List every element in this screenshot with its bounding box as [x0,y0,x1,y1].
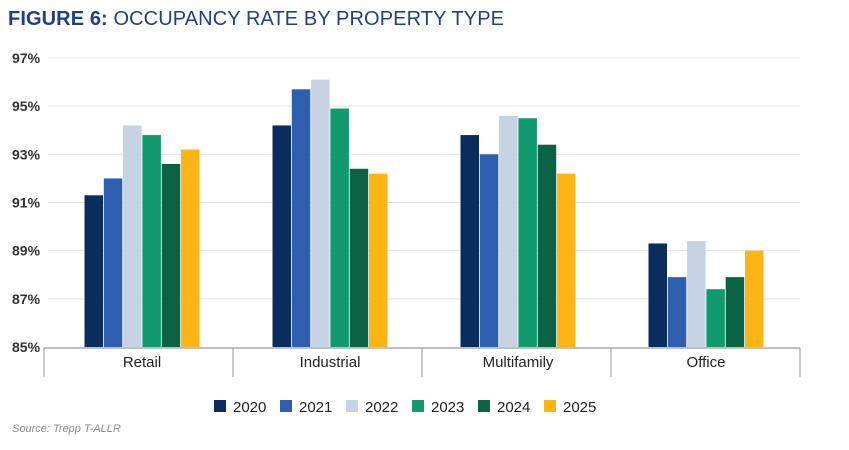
x-category-label-industrial: Industrial [300,354,361,371]
legend-swatch-2025 [544,400,556,412]
y-tick-label-95: 95% [12,98,41,114]
legend-label-2023: 2023 [431,399,464,416]
bar-office-2022 [687,241,706,347]
bar-industrial-2023 [330,108,349,347]
y-tick-label-89: 89% [12,243,41,259]
legend-label-2025: 2025 [563,399,596,416]
bar-industrial-2025 [369,173,388,347]
bar-multifamily-2023 [518,118,537,347]
bar-office-2020 [648,243,667,347]
legend-label-2022: 2022 [365,399,398,416]
x-category-label-multifamily: Multifamily [483,354,554,371]
bar-industrial-2024 [349,168,369,347]
y-tick-label-85: 85% [12,339,41,355]
bar-retail-2020 [84,195,103,347]
legend-swatch-2022 [346,400,358,412]
y-tick-label-97: 97% [12,50,41,66]
legend-swatch-2021 [280,400,292,412]
bar-office-2025 [745,250,764,347]
y-tick-label-87: 87% [12,291,41,307]
x-category-label-office: Office [687,354,726,371]
legend-label-2024: 2024 [497,399,530,416]
figure-title-text: OCCUPANCY RATE BY PROPERTY TYPE [113,8,505,30]
legend-label-2021: 2021 [299,399,332,416]
bar-retail-2025 [181,149,200,347]
bar-retail-2022 [123,125,142,347]
source-note: Source: Trepp T-ALLR [12,423,121,435]
bar-multifamily-2022 [499,115,518,347]
legend-swatch-2024 [478,400,490,412]
bar-retail-2023 [142,135,161,347]
bar-industrial-2020 [272,125,291,347]
bar-retail-2021 [103,178,123,347]
bar-multifamily-2021 [479,154,499,347]
bar-multifamily-2025 [557,173,576,347]
figure-label: FIGURE 6: [8,8,108,30]
legend-swatch-2023 [412,400,424,412]
legend-swatch-2020 [214,400,226,412]
bar-office-2024 [725,277,745,347]
bar-industrial-2021 [291,89,311,347]
bar-retail-2024 [161,163,181,347]
bar-office-2021 [667,277,687,347]
x-category-label-retail: Retail [123,354,161,371]
bar-office-2023 [706,289,725,347]
legend-label-2020: 2020 [233,399,266,416]
bar-multifamily-2024 [537,144,557,347]
y-tick-label-93: 93% [12,146,41,162]
bar-multifamily-2020 [460,135,479,347]
y-tick-label-91: 91% [12,195,41,211]
bar-industrial-2022 [311,79,330,348]
chart-title: FIGURE 6: OCCUPANCY RATE BY PROPERTY TYP… [8,8,504,31]
occupancy-bar-chart: 85% 87% 89% 91% 93% 95% 97% Retail Industrial Mul… [12,50,801,416]
